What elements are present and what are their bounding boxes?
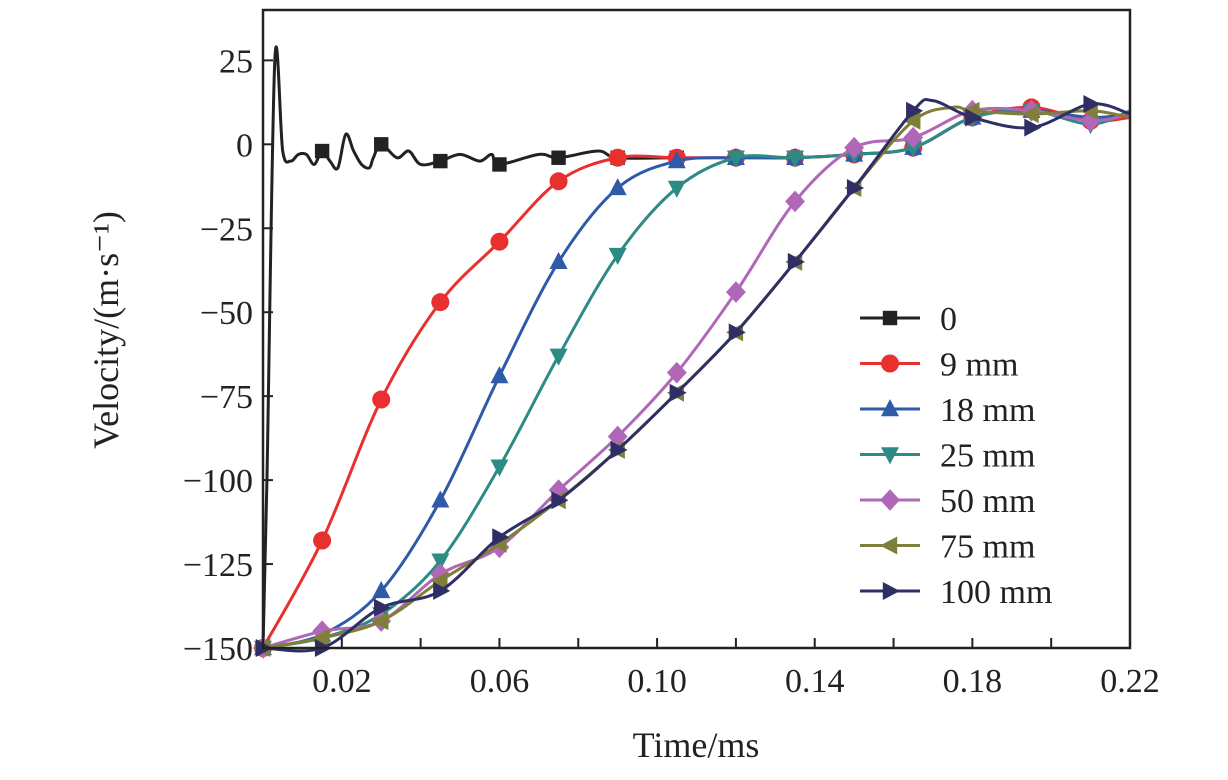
x-tick-label: 0.18 — [943, 663, 1003, 700]
legend-marker — [881, 447, 899, 465]
data-point — [608, 247, 627, 266]
data-point — [490, 232, 509, 251]
data-point — [607, 425, 628, 448]
x-axis-label: Time/ms — [633, 725, 760, 765]
legend-label: 25 mm — [940, 438, 1035, 475]
data-point — [844, 136, 865, 159]
data-point — [431, 490, 450, 508]
y-tick-label: −125 — [183, 547, 253, 584]
legend-item: 0 — [860, 301, 957, 338]
x-tick-label: 0.10 — [627, 663, 687, 700]
y-tick-label: −75 — [200, 379, 253, 416]
axes-layer: 0.02 0.06 0.10 0.14 0.18 0.22 25 0 −25 −50 −75 −100… — [183, 43, 1160, 700]
data-point — [431, 293, 450, 312]
legend-label: 100 mm — [940, 574, 1052, 611]
data-point — [667, 151, 686, 169]
y-tick-label: −150 — [183, 631, 253, 668]
legend-label: 18 mm — [940, 392, 1035, 429]
data-point — [846, 178, 865, 197]
series-line — [261, 45, 677, 649]
data-point — [608, 178, 627, 196]
data-point — [433, 153, 448, 169]
legend-item: 25 mm — [860, 438, 1035, 475]
legend-marker — [882, 310, 898, 326]
x-tick-label: 0.02 — [312, 663, 372, 700]
legend-label: 9 mm — [940, 347, 1018, 384]
legend-marker — [881, 354, 899, 373]
data-point — [903, 126, 924, 149]
data-point — [965, 108, 983, 127]
data-point — [903, 111, 921, 130]
data-point — [372, 581, 391, 599]
data-point — [726, 281, 746, 303]
y-tick-label: 25 — [219, 43, 253, 80]
data-point — [433, 581, 451, 600]
legend-marker — [881, 399, 899, 417]
data-point — [549, 172, 568, 191]
x-tick-label: 0.06 — [470, 663, 530, 700]
data-point — [430, 571, 448, 590]
data-point — [374, 598, 392, 617]
data-point — [726, 150, 745, 168]
legend-item: 100 mm — [860, 574, 1052, 611]
data-point — [313, 531, 332, 550]
data-point — [551, 150, 566, 165]
y-tick-label: 0 — [236, 127, 253, 164]
data-point — [492, 157, 507, 172]
data-point — [314, 143, 330, 159]
data-point — [728, 323, 746, 342]
data-point — [904, 140, 923, 158]
data-point — [551, 491, 569, 510]
legend-label: 75 mm — [940, 529, 1035, 566]
series-layer — [253, 45, 1131, 659]
x-tick-label: 0.14 — [785, 663, 845, 700]
y-tick-label: −25 — [200, 211, 253, 248]
data-point — [669, 383, 687, 402]
data-point — [490, 366, 509, 384]
y-axis-label: Velocity/(m·s⁻¹) — [86, 211, 126, 449]
y-tick-label: −50 — [200, 295, 253, 332]
series-line — [262, 106, 1131, 650]
data-point — [549, 251, 568, 270]
legend-item: 50 mm — [860, 483, 1035, 520]
data-point — [610, 440, 628, 459]
data-point — [608, 148, 627, 167]
x-tick-label: 0.22 — [1100, 663, 1160, 700]
data-point — [666, 361, 687, 384]
data-point — [549, 348, 568, 366]
data-point — [492, 528, 510, 547]
legend-label: 50 mm — [940, 483, 1035, 520]
y-tick-label: −100 — [183, 463, 253, 500]
data-point — [786, 150, 805, 168]
data-point — [431, 553, 450, 571]
data-point — [787, 252, 805, 271]
data-point — [371, 612, 389, 631]
data-point — [667, 180, 686, 198]
data-point — [374, 137, 389, 152]
series-6 — [255, 95, 1131, 657]
data-point — [1021, 105, 1039, 124]
legend-item: 9 mm — [860, 347, 1018, 384]
data-point — [1080, 110, 1101, 132]
legend-marker — [882, 582, 900, 600]
legend-item: 75 mm — [860, 529, 1035, 566]
legend: 0 9 mm 18 mm 25 mm 50 mm 75 mm 100 mm — [860, 301, 1052, 611]
data-point — [785, 190, 805, 213]
legend-label: 0 — [940, 301, 957, 338]
data-point — [312, 628, 330, 647]
plot-frame — [261, 8, 1132, 650]
legend-marker — [880, 536, 898, 555]
data-point — [906, 101, 924, 120]
legend-marker — [880, 489, 900, 511]
legend-item: 18 mm — [860, 392, 1035, 429]
data-point — [1024, 118, 1042, 137]
data-point — [1083, 95, 1101, 114]
data-point — [372, 390, 391, 409]
data-point — [490, 459, 509, 477]
